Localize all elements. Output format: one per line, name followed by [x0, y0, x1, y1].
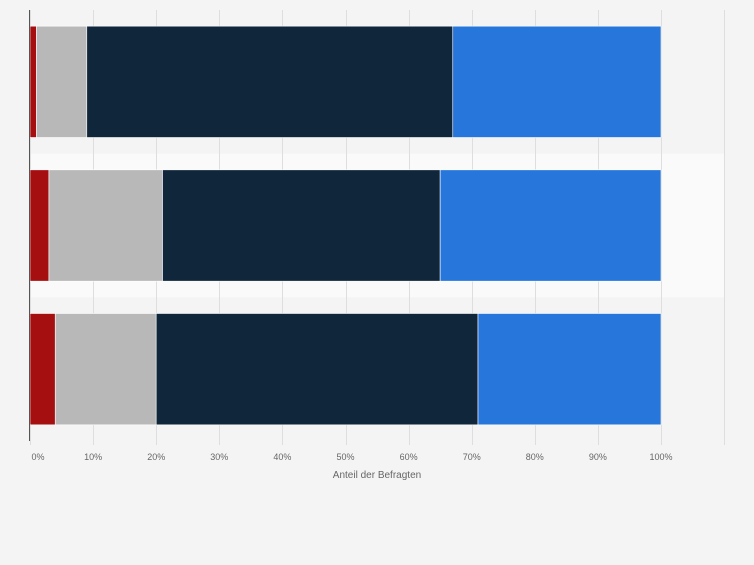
x-tick-label: 20%	[147, 452, 165, 462]
bar-row2-segment3	[162, 169, 441, 282]
bar-row3-segment2	[54, 313, 157, 426]
x-tick-label: 40%	[273, 452, 291, 462]
x-tick-label: 50%	[336, 452, 354, 462]
x-tick-label: 30%	[210, 452, 228, 462]
bar-row1-segment3	[86, 25, 454, 138]
x-axis-label: Anteil der Befragten	[333, 470, 421, 481]
bar-row1-segment4	[452, 25, 662, 138]
x-tick-label: 10%	[84, 452, 102, 462]
bar-row2-segment4	[439, 169, 662, 282]
bar-row3-segment4	[477, 313, 662, 426]
x-tick-label: 70%	[463, 452, 481, 462]
bar-row3-segment3	[155, 313, 479, 426]
x-tick-label: 80%	[526, 452, 544, 462]
x-tick-label: 0%	[31, 452, 44, 462]
bar-row3-segment1	[29, 313, 56, 426]
bar-row1-segment1	[29, 25, 37, 138]
bar-row2-segment2	[48, 169, 163, 282]
x-tick-label: 90%	[589, 452, 607, 462]
x-tick-label: 100%	[649, 452, 672, 462]
x-tick-label: 60%	[400, 452, 418, 462]
bar-row2-segment1	[29, 169, 50, 282]
bar-row1-segment2	[36, 25, 88, 138]
